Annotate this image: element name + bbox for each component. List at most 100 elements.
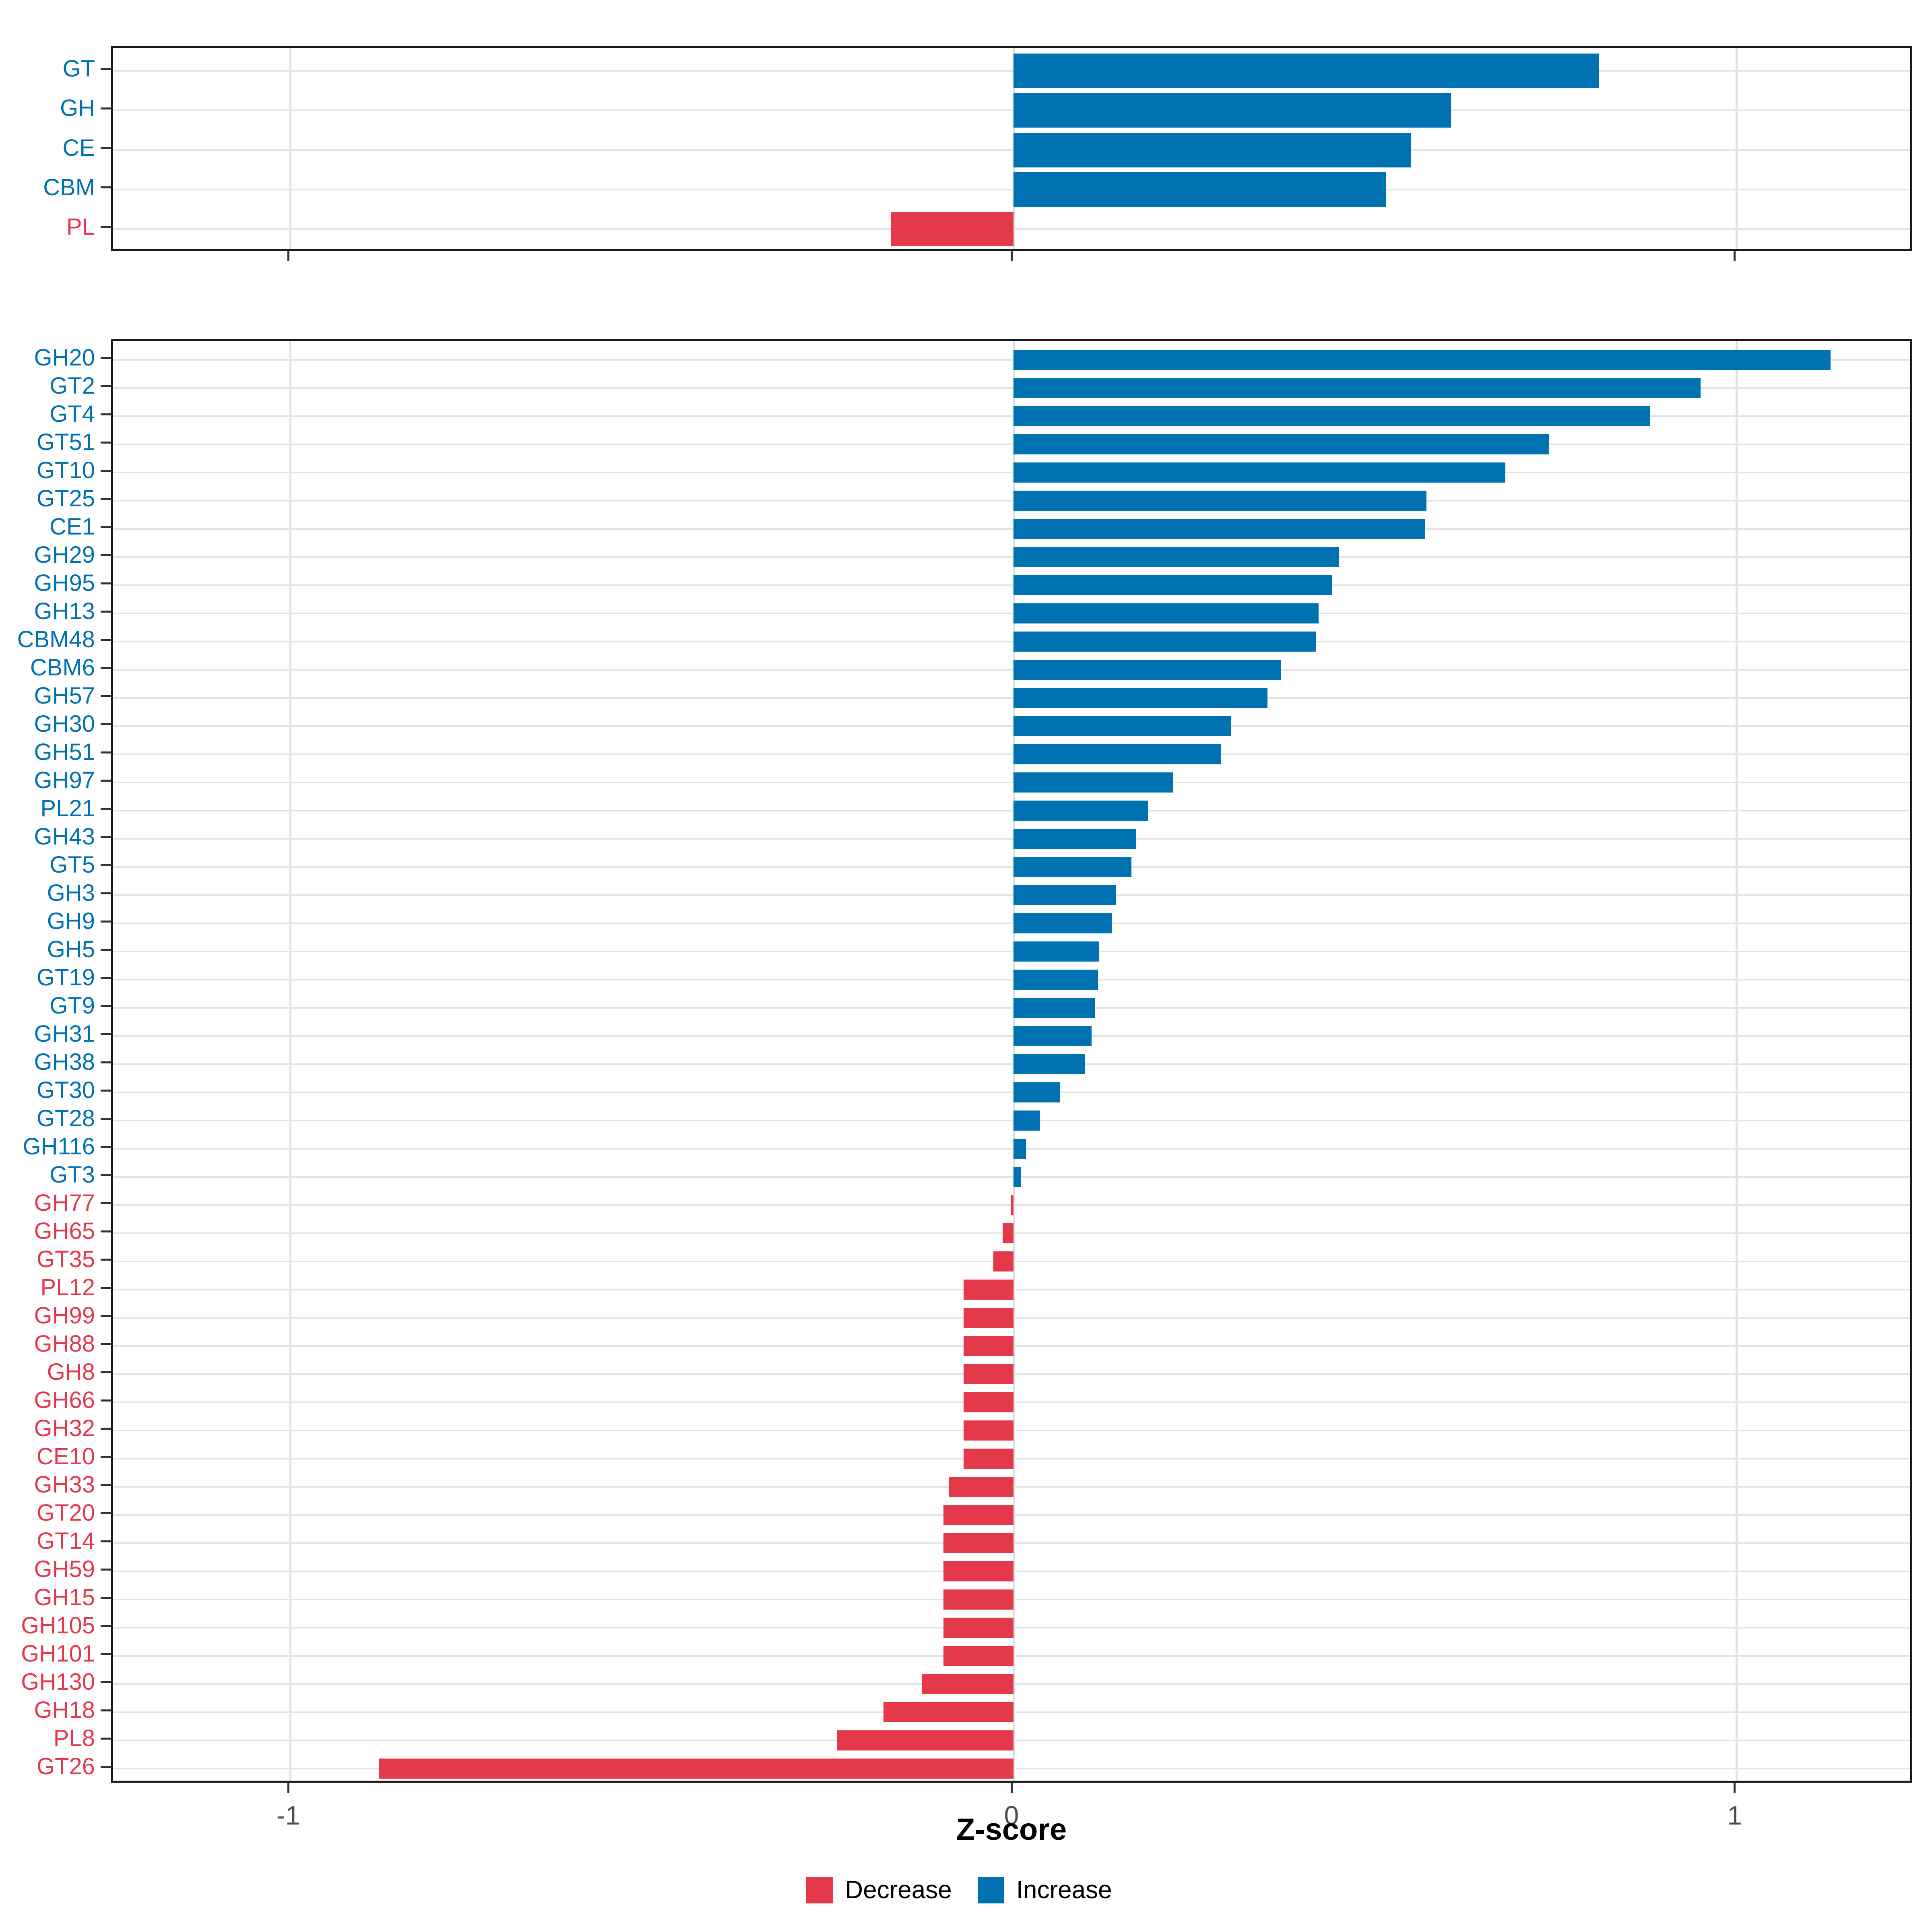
- y-label-GH20: GH20: [34, 345, 95, 371]
- panel-bottom-families: [111, 339, 1912, 1783]
- gridline-row: [113, 725, 1910, 727]
- y-tick-GH8: [101, 1371, 111, 1373]
- y-tick-GH18: [101, 1709, 111, 1711]
- y-tick-GH29: [101, 554, 111, 556]
- y-label-GH38: GH38: [34, 1049, 95, 1075]
- y-tick-CE: [101, 147, 111, 149]
- gridline-x--1: [289, 48, 291, 249]
- y-label-PL: PL: [66, 214, 95, 240]
- gridline-row: [113, 1176, 1910, 1178]
- y-tick-GH30: [101, 723, 111, 725]
- y-label-CE10: CE10: [36, 1443, 95, 1470]
- bar-GT5: [1013, 857, 1131, 877]
- gridline-row: [113, 697, 1910, 699]
- y-label-GT3: GT3: [50, 1162, 95, 1188]
- bar-GH105: [943, 1618, 1013, 1638]
- legend-decrease-label: Decrease: [845, 1876, 952, 1904]
- bar-GH43: [1013, 829, 1137, 849]
- bar-GH31: [1013, 1026, 1092, 1046]
- bar-GH59: [943, 1561, 1013, 1581]
- y-label-GH13: GH13: [34, 598, 95, 624]
- bar-PL21: [1013, 801, 1148, 821]
- bar-GH77: [1010, 1195, 1013, 1215]
- y-tick-GT10: [101, 469, 111, 472]
- y-tick-GH57: [101, 695, 111, 697]
- legend-decrease-swatch: [806, 1876, 833, 1903]
- bar-GH13: [1013, 603, 1319, 623]
- y-tick-CBM6: [101, 667, 111, 669]
- bar-PL12: [964, 1280, 1013, 1300]
- y-tick-GH38: [101, 1061, 111, 1063]
- y-label-CE: CE: [62, 134, 95, 161]
- bar-GH: [1013, 93, 1451, 128]
- gridline-row: [113, 923, 1910, 924]
- y-tick-GT28: [101, 1117, 111, 1120]
- panel-top-classes: [111, 46, 1912, 251]
- gridline-row: [113, 782, 1910, 783]
- bar-PL: [890, 212, 1013, 246]
- bar-GH5: [1013, 941, 1099, 962]
- y-tick-GT35: [101, 1258, 111, 1261]
- y-tick-GT2: [101, 385, 111, 387]
- y-label-GH77: GH77: [34, 1190, 95, 1216]
- bar-GT9: [1013, 998, 1096, 1018]
- bar-GT26: [379, 1759, 1013, 1779]
- y-label-GT19: GT19: [36, 964, 95, 991]
- legend: Decrease Increase: [0, 1876, 1932, 1904]
- y-tick-GH97: [101, 779, 111, 782]
- bar-GH97: [1013, 772, 1174, 793]
- y-label-GH97: GH97: [34, 767, 95, 793]
- bar-CE: [1013, 132, 1412, 167]
- y-label-GT30: GT30: [36, 1077, 95, 1103]
- bar-GH116: [1013, 1139, 1026, 1159]
- y-label-GH5: GH5: [47, 936, 95, 962]
- bar-GT20: [943, 1505, 1013, 1525]
- y-tick-GH32: [101, 1427, 111, 1430]
- bar-GH88: [964, 1336, 1013, 1356]
- bar-GH66: [964, 1392, 1013, 1412]
- x-axis-title: Z-score: [956, 1812, 1067, 1847]
- bar-CE1: [1013, 519, 1425, 539]
- bar-CE10: [964, 1449, 1013, 1469]
- bar-GH15: [943, 1589, 1013, 1610]
- y-label-GH43: GH43: [34, 824, 95, 850]
- y-tick-GT25: [101, 497, 111, 500]
- y-label-CBM6: CBM6: [30, 654, 95, 681]
- y-tick-GT9: [101, 1005, 111, 1007]
- bar-PL8: [837, 1730, 1013, 1750]
- y-tick-GT26: [101, 1765, 111, 1768]
- x-tick-1: [1734, 251, 1736, 261]
- y-tick-CBM: [101, 186, 111, 189]
- y-tick-GH31: [101, 1033, 111, 1035]
- gridline-row: [113, 810, 1910, 811]
- y-tick-GH15: [101, 1596, 111, 1599]
- y-tick-GH99: [101, 1315, 111, 1317]
- y-tick-GT20: [101, 1512, 111, 1514]
- y-label-GH30: GH30: [34, 711, 95, 737]
- y-tick-GH3: [101, 892, 111, 894]
- gridline-row: [113, 613, 1910, 614]
- y-label-PL21: PL21: [40, 795, 95, 822]
- bar-GH8: [964, 1364, 1013, 1384]
- y-tick-GH65: [101, 1230, 111, 1232]
- y-label-CBM48: CBM48: [17, 626, 95, 652]
- bar-CBM48: [1013, 632, 1316, 652]
- y-tick-GH88: [101, 1343, 111, 1345]
- bar-GH65: [1003, 1223, 1013, 1243]
- y-tick-GH51: [101, 751, 111, 753]
- bar-GT: [1013, 54, 1600, 88]
- bar-GH51: [1013, 744, 1221, 764]
- bar-GH9: [1013, 913, 1112, 933]
- y-tick-GT: [101, 68, 111, 70]
- y-tick-GH95: [101, 582, 111, 584]
- y-label-GH33: GH33: [34, 1472, 95, 1498]
- y-label-GH8: GH8: [47, 1359, 95, 1385]
- y-tick-CE10: [101, 1455, 111, 1458]
- gridline-row: [113, 669, 1910, 671]
- gridline-x-1: [1736, 48, 1738, 249]
- y-label-GH88: GH88: [34, 1331, 95, 1357]
- bar-GH32: [964, 1420, 1013, 1441]
- y-tick-GH20: [101, 357, 111, 359]
- gridline-row: [113, 500, 1910, 502]
- y-label-GT14: GT14: [36, 1528, 95, 1554]
